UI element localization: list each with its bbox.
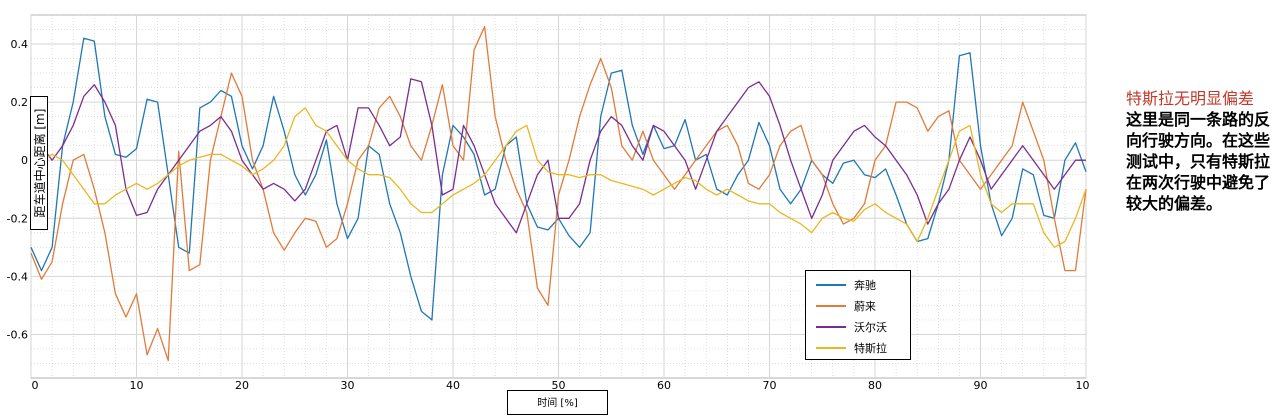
y-tick-label: -0.6 (7, 328, 28, 341)
legend-swatch-nio (816, 304, 846, 307)
legend-item-benz: 奔驰 (806, 274, 910, 295)
legend-label-tesla: 特斯拉 (854, 341, 887, 355)
x-tick-label: 70 (763, 379, 777, 390)
x-tick-label: 10 (130, 379, 144, 390)
x-axis-label: 时间 [%] (507, 390, 608, 415)
series-line-2 (30, 78, 1086, 234)
x-tick-label: 0 (32, 379, 39, 390)
legend-label-benz: 奔驰 (854, 278, 876, 292)
x-tick-label: 20 (235, 379, 249, 390)
legend-swatch-benz (816, 283, 846, 286)
annotation-headline: 特斯拉无明显偏差 (1126, 89, 1255, 108)
y-tick-label: 0 (21, 154, 28, 167)
legend-swatch-volvo (816, 325, 846, 328)
legend-label-volvo: 沃尔沃 (854, 320, 887, 334)
legend: 奔驰 蔚来 沃尔沃 特斯拉 (805, 270, 911, 360)
x-tick-label: 90 (974, 379, 988, 390)
series-line-3 (30, 107, 1087, 248)
x-tick-label: 60 (657, 379, 671, 390)
x-tick-label: 100 (1076, 379, 1091, 390)
y-tick-label: 0.4 (11, 38, 29, 51)
x-tick-label: 40 (446, 379, 460, 390)
legend-item-nio: 蔚来 (806, 295, 910, 316)
legend-swatch-tesla (816, 346, 846, 349)
legend-item-volvo: 沃尔沃 (806, 316, 910, 337)
y-tick-label: 0.2 (11, 96, 29, 109)
annotation-note: 特斯拉无明显偏差 这里是同一条路的反向行驶方向。在这些测试中，只有特斯拉在两次行… (1126, 88, 1276, 214)
y-axis-label-box: 距车道中心距离 [m] (30, 96, 48, 230)
series-line-1 (30, 25, 1087, 362)
y-tick-label: -0.2 (7, 212, 28, 225)
y-axis-label: 距车道中心距离 [m] (33, 108, 47, 218)
x-tick-label: 30 (341, 379, 355, 390)
annotation-body: 这里是同一条路的反向行驶方向。在这些测试中，只有特斯拉在两次行驶中避免了较大的偏… (1126, 110, 1271, 213)
line-chart: 0 10 20 30 40 50 60 70 80 90 100 0.4 0.2 0 -0.2 -0.4 -0.… (7, 14, 1091, 390)
legend-label-nio: 蔚来 (854, 299, 876, 313)
x-tick-label: 50 (552, 379, 566, 390)
x-tick-label: 80 (868, 379, 882, 390)
y-tick-label: -0.4 (7, 270, 28, 283)
legend-item-tesla: 特斯拉 (806, 337, 910, 358)
